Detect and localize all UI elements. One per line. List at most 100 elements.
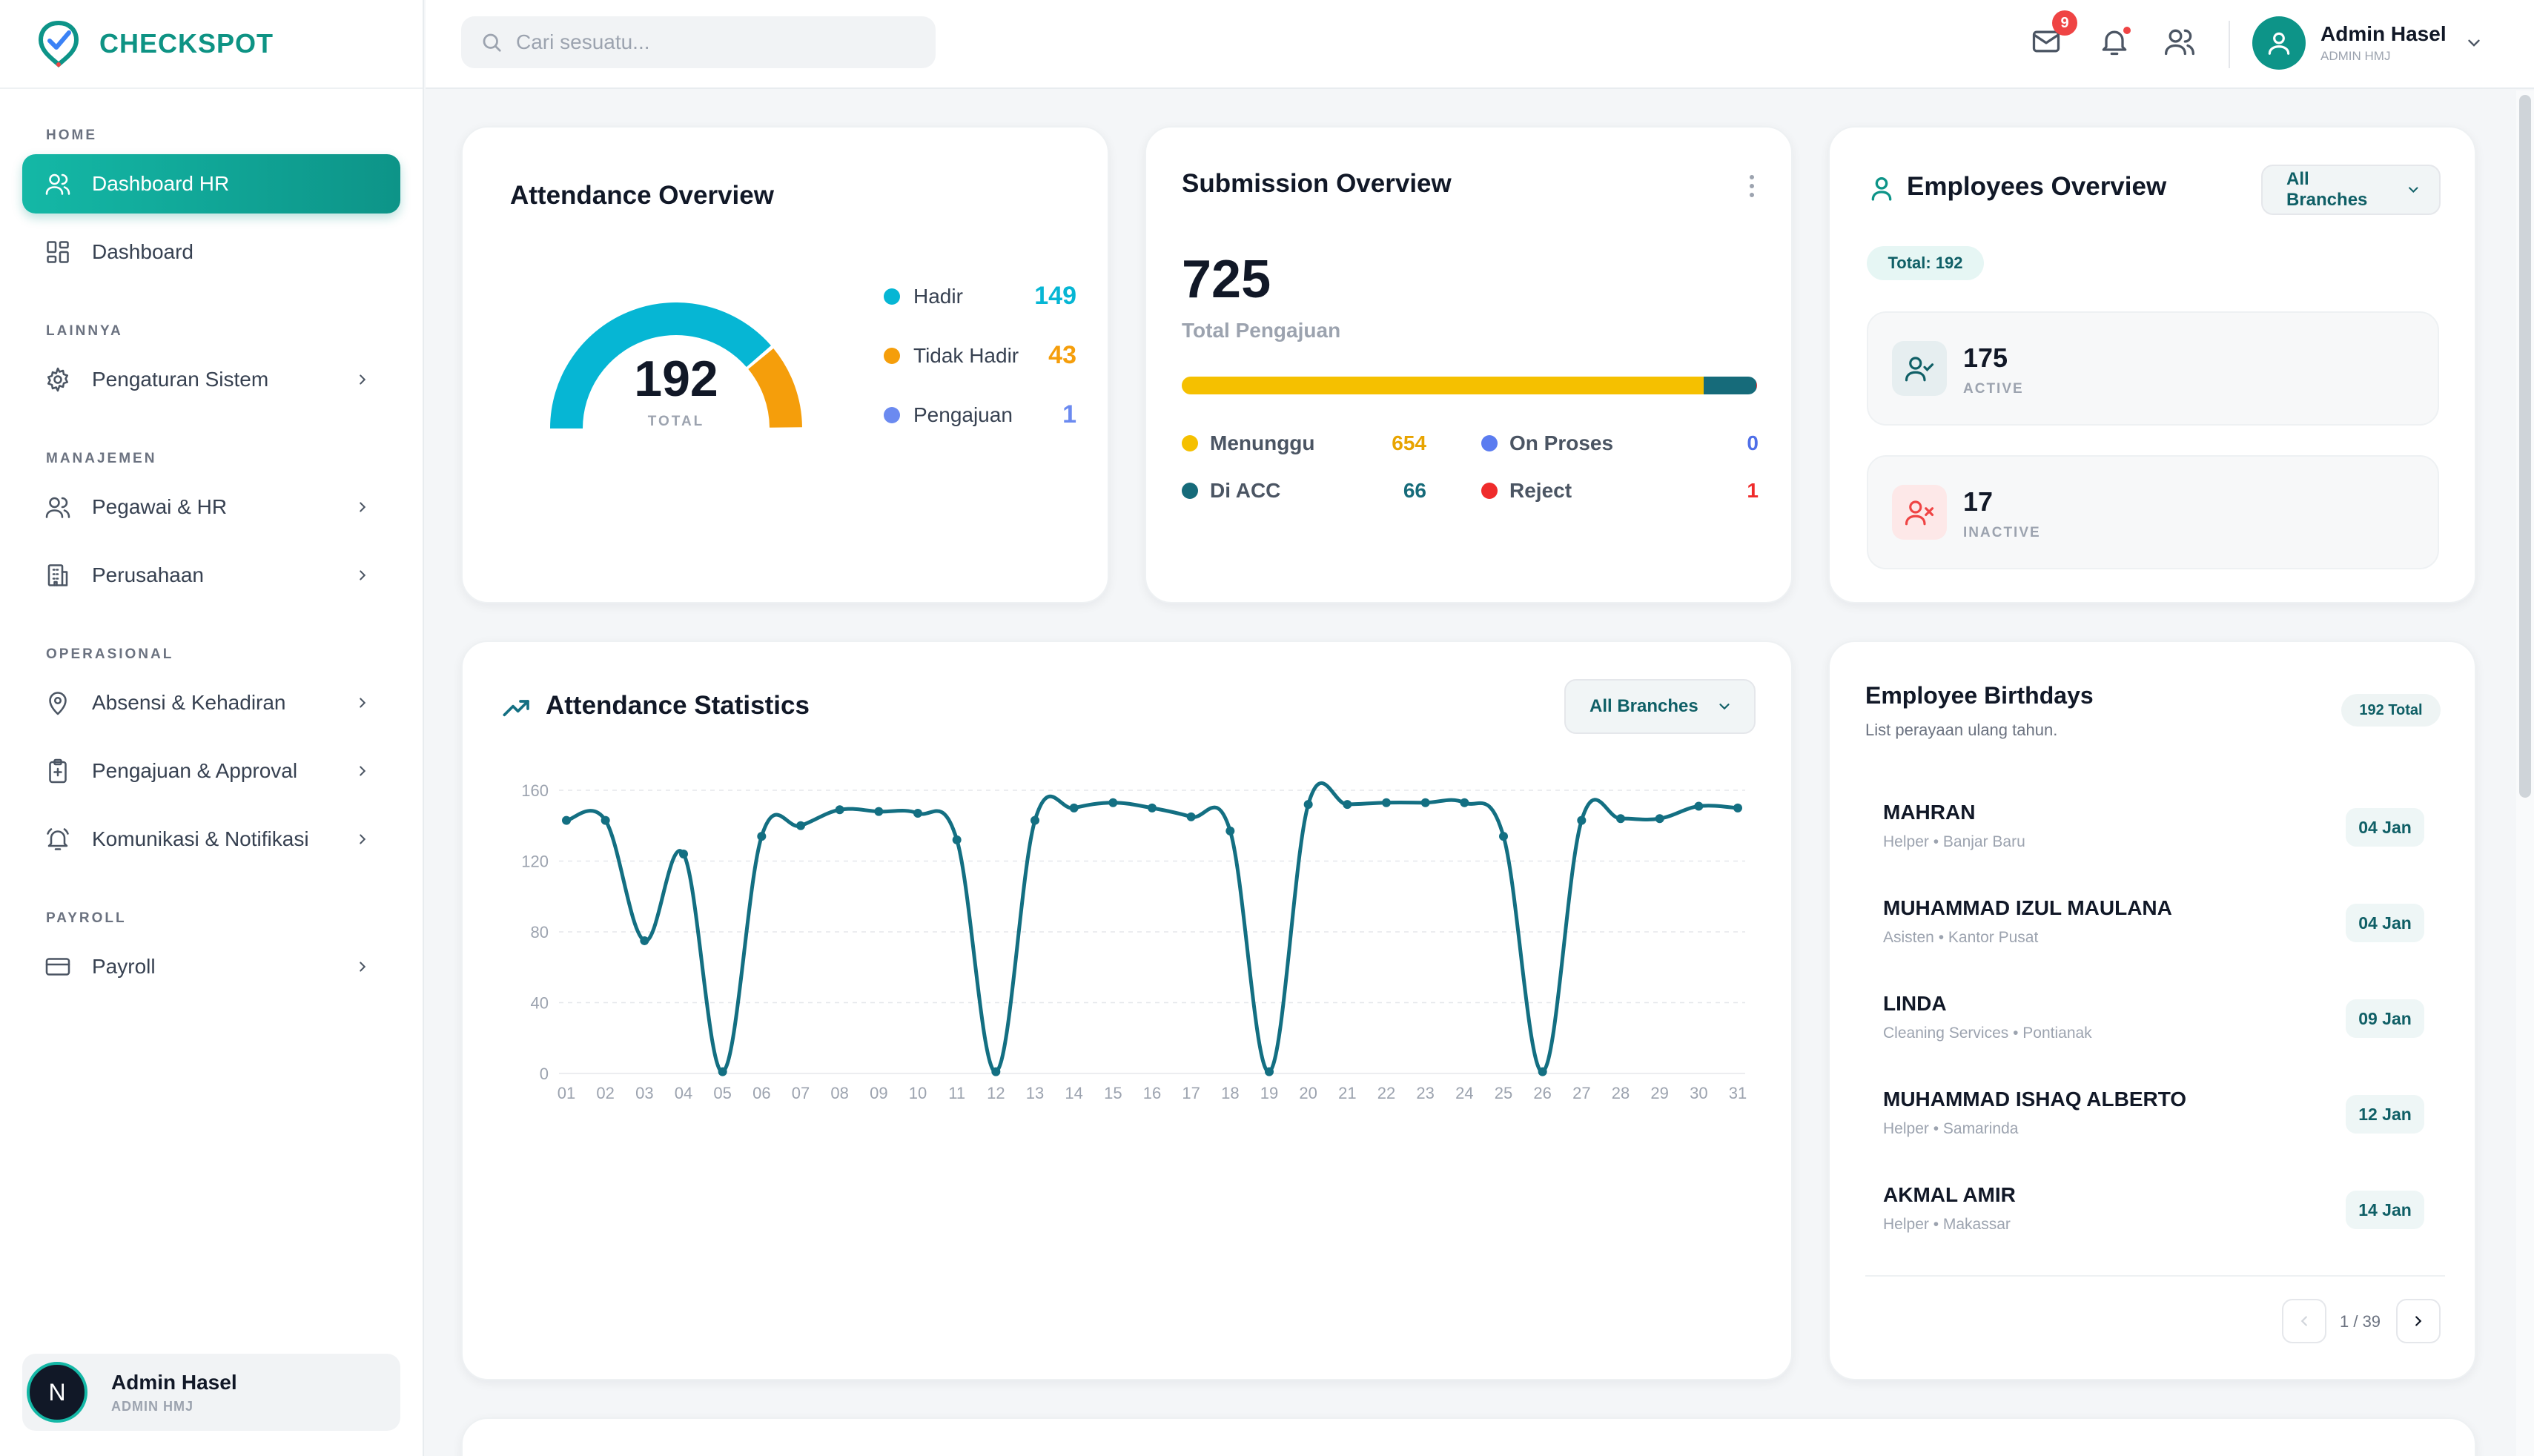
birthday-list-item[interactable]: LINDA Cleaning Services • Pontianak 09 J… (1865, 982, 2445, 1063)
sidebar-item-label: Payroll (92, 955, 156, 978)
data-point (1694, 801, 1704, 811)
x-tick-label: 05 (713, 1084, 731, 1102)
x-tick-label: 26 (1533, 1084, 1551, 1102)
sidebar-item-pegawai-hr[interactable]: Pegawai & HR (22, 477, 400, 537)
x-tick-label: 08 (830, 1084, 848, 1102)
gauge-hadir-arc (550, 302, 771, 429)
data-point (1420, 798, 1430, 807)
sidebar-item-perusahaan[interactable]: Perusahaan (22, 546, 400, 605)
attendance-statistics-card: Attendance Statistics All Branches 0 40 80… (461, 641, 1793, 1380)
active-employees-box[interactable]: 175 ACTIVE (1867, 311, 2439, 426)
x-tick-label: 09 (870, 1084, 887, 1102)
x-tick-label: 03 (635, 1084, 653, 1102)
y-tick-label: 80 (531, 923, 549, 942)
stat-value: 66 (1403, 479, 1426, 502)
sidebar-user-card[interactable]: N Admin Hasel ADMIN HMJ (22, 1354, 400, 1431)
data-point (796, 821, 805, 830)
birthday-list-item[interactable]: MUHAMMAD ISHAQ ALBERTO Helper • Samarind… (1865, 1077, 2445, 1159)
data-point (1538, 1067, 1547, 1076)
birthday-name: MUHAMMAD IZUL MAULANA (1883, 896, 2172, 919)
card-title: Attendance Overview (510, 181, 774, 210)
search-box[interactable] (461, 16, 936, 68)
submission-progress-bar (1182, 377, 1757, 394)
header-user-menu[interactable]: Admin Hasel ADMIN HMJ (2252, 16, 2484, 70)
sidebar-item-dashboard-hr[interactable]: Dashboard HR (22, 154, 400, 214)
x-tick-label: 02 (596, 1084, 614, 1102)
users-icon[interactable] (2163, 25, 2196, 58)
sidebar-item-komunikasi-notifikasi[interactable]: Komunikasi & Notifikasi (22, 810, 400, 869)
top-header: 9 Admin Hasel ADMIN HMJ (426, 0, 2534, 89)
sidebar-item-label: Dashboard (92, 240, 193, 263)
x-tick-label: 21 (1338, 1084, 1356, 1102)
birthday-date-badge: 04 Jan (2346, 904, 2424, 942)
legend-item: Pengajuan 1 (884, 400, 1076, 429)
x-tick-label: 11 (948, 1084, 965, 1102)
header-divider (2229, 21, 2230, 68)
data-point (952, 835, 962, 844)
search-input[interactable] (516, 30, 931, 54)
data-point (1616, 814, 1625, 824)
scrollbar-thumb[interactable] (2519, 95, 2531, 798)
sidebar-item-absensi-kehadiran[interactable]: Absensi & Kehadiran (22, 673, 400, 732)
x-tick-label: 30 (1690, 1084, 1707, 1102)
bottom-card (461, 1417, 2476, 1456)
x-tick-label: 24 (1455, 1084, 1473, 1102)
x-tick-label: 18 (1221, 1084, 1239, 1102)
data-point (562, 815, 571, 825)
x-tick-label: 16 (1143, 1084, 1161, 1102)
more-vertical-icon[interactable] (1748, 173, 1756, 199)
stat-label: Menunggu (1210, 431, 1315, 454)
birthday-detail: Helper • Samarinda (1883, 1120, 2019, 1137)
chevron-right-icon (360, 570, 366, 580)
trending-up-icon (503, 700, 529, 717)
chevron-right-icon (360, 834, 366, 844)
submission-stat: Di ACC 66 (1182, 479, 1426, 503)
data-point (679, 849, 688, 858)
submission-stat: Menunggu 654 (1182, 431, 1426, 455)
inactive-employees-box[interactable]: 17 INACTIVE (1867, 455, 2439, 569)
credit-card-icon (45, 958, 70, 976)
branch-select[interactable]: All Branches (2261, 165, 2441, 215)
map-pin-icon (49, 692, 67, 715)
data-point (1499, 832, 1508, 841)
pager-next-button[interactable] (2396, 1299, 2441, 1343)
sidebar-item-dashboard[interactable]: Dashboard (22, 222, 400, 282)
mail-icon[interactable] (2030, 25, 2062, 58)
data-point (718, 1067, 727, 1076)
inactive-label: INACTIVE (1963, 525, 2041, 540)
birthday-detail: Helper • Makassar (1883, 1216, 2011, 1233)
bell-icon[interactable] (2098, 25, 2131, 58)
birthday-name: MAHRAN (1883, 801, 1976, 824)
birthday-list-item[interactable]: MUHAMMAD IZUL MAULANA Asisten • Kantor P… (1865, 886, 2445, 967)
birthday-list-item[interactable]: MAHRAN Helper • Banjar Baru 04 Jan (1865, 790, 2445, 872)
brand[interactable]: CHECKSPOT (0, 0, 423, 89)
sidebar-item-pengajuan-approval[interactable]: Pengajuan & Approval (22, 741, 400, 801)
employees-overview-card: Employees Overview All Branches Total: 1… (1828, 126, 2476, 603)
chevron-right-icon (360, 502, 366, 512)
avatar: N (27, 1362, 87, 1423)
x-tick-label: 10 (909, 1084, 927, 1102)
sidebar-item-label: Komunikasi & Notifikasi (92, 827, 309, 850)
branch-select[interactable]: All Branches (1564, 679, 1756, 734)
data-point (1733, 803, 1742, 813)
sidebar-item-payroll[interactable]: Payroll (22, 937, 400, 996)
birthday-name: MUHAMMAD ISHAQ ALBERTO (1883, 1088, 2187, 1111)
active-count: 175 (1963, 343, 2008, 373)
stat-value: 654 (1392, 431, 1426, 454)
birthday-list-item[interactable]: AKMAL AMIR Helper • Makassar 14 Jan (1865, 1173, 2445, 1254)
stat-label: Di ACC (1210, 479, 1281, 502)
legend-value: 149 (1034, 282, 1076, 310)
x-tick-label: 27 (1572, 1084, 1590, 1102)
card-subtitle: List perayaan ulang tahun. (1865, 721, 2058, 739)
gear-icon (47, 367, 69, 392)
chevron-right-icon (360, 962, 366, 972)
legend-label: Tidak Hadir (913, 343, 1019, 367)
stat-value: 0 (1747, 431, 1759, 454)
chevron-down-icon (2409, 187, 2418, 193)
data-point (1460, 798, 1469, 807)
sidebar-item-pengaturan-sistem[interactable]: Pengaturan Sistem (22, 350, 400, 409)
pager-prev-button[interactable] (2282, 1299, 2326, 1343)
user-icon (2268, 32, 2290, 55)
submission-overview-card: Submission Overview 725 Total Pengajuan … (1145, 126, 1793, 603)
legend-value: 43 (1048, 341, 1076, 369)
